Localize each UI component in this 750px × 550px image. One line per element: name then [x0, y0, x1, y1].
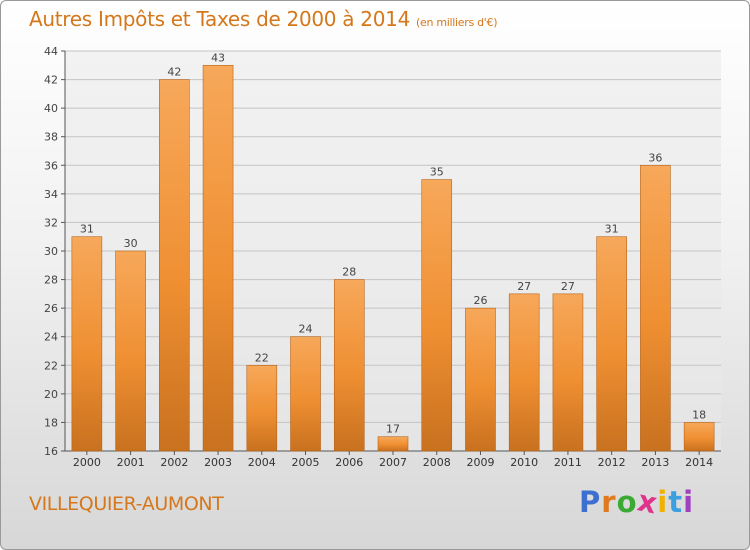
- y-tick-label: 38: [44, 131, 58, 144]
- bar-2006: [333, 279, 365, 452]
- x-tick-label-2001: 2001: [117, 456, 145, 469]
- x-tick-label-2003: 2003: [204, 456, 232, 469]
- logo-letter: P: [579, 485, 602, 519]
- bar-2008: [421, 179, 453, 452]
- data-label-2014: 18: [692, 408, 706, 421]
- data-label-2006: 28: [342, 266, 356, 279]
- y-tick-label: 40: [44, 102, 58, 115]
- y-tick-label: 34: [44, 188, 58, 201]
- commune-name: VILLEQUIER-AUMONT: [29, 493, 224, 515]
- data-label-2005: 24: [299, 323, 313, 336]
- data-label-2003: 43: [211, 51, 225, 64]
- data-label-2008: 35: [430, 166, 444, 179]
- chart-title: Autres Impôts et Taxes de 2000 à 2014 (en…: [29, 7, 497, 31]
- bar-2011: [552, 293, 584, 452]
- bar-2002: [159, 79, 190, 452]
- y-tick-label: 20: [44, 388, 58, 401]
- data-label-2007: 17: [386, 423, 400, 436]
- y-tick-label: 36: [44, 159, 58, 172]
- bar-2014: [683, 422, 715, 452]
- y-tick-label: 24: [44, 331, 58, 344]
- x-tick-label-2000: 2000: [73, 456, 101, 469]
- data-label-2010: 27: [517, 280, 531, 293]
- y-tick-label: 44: [44, 45, 58, 58]
- bar-2000: [71, 236, 103, 452]
- y-tick-label: 22: [44, 359, 58, 372]
- x-tick-label-2012: 2012: [598, 456, 626, 469]
- logo-letter: r: [601, 485, 617, 519]
- chart-unit: (en milliers d'€): [416, 16, 498, 29]
- logo-letter: t: [668, 485, 684, 519]
- x-tick-label-2006: 2006: [335, 456, 363, 469]
- x-tick-label-2004: 2004: [248, 456, 276, 469]
- x-tick-label-2002: 2002: [160, 456, 188, 469]
- data-label-2001: 30: [124, 237, 138, 250]
- logo-letter: i: [657, 485, 669, 519]
- x-tick-label-2007: 2007: [379, 456, 407, 469]
- x-tick-label-2009: 2009: [466, 456, 494, 469]
- x-tick-label-2005: 2005: [292, 456, 320, 469]
- data-label-2000: 31: [80, 223, 94, 236]
- y-tick-label: 30: [44, 245, 58, 258]
- data-label-2012: 31: [605, 223, 619, 236]
- bar-2001: [115, 250, 146, 452]
- bar-2009: [465, 307, 496, 452]
- proxiti-logo: Proxiti: [579, 483, 695, 520]
- bar-2003: [202, 64, 234, 452]
- logo-letter: o: [616, 485, 638, 519]
- data-label-2009: 26: [473, 294, 487, 307]
- bar-2010: [508, 293, 540, 452]
- x-tick-label-2014: 2014: [685, 456, 713, 469]
- y-tick-label: 16: [44, 445, 58, 458]
- y-tick-label: 26: [44, 302, 58, 315]
- y-tick-label: 32: [44, 216, 58, 229]
- data-label-2002: 42: [167, 66, 181, 79]
- bar-2007: [377, 436, 409, 452]
- data-label-2013: 36: [648, 151, 662, 164]
- data-label-2011: 27: [561, 280, 575, 293]
- x-tick-label-2008: 2008: [423, 456, 451, 469]
- x-tick-label-2011: 2011: [554, 456, 582, 469]
- x-tick-label-2013: 2013: [641, 456, 669, 469]
- logo-letter: i: [683, 485, 695, 519]
- bar-2012: [596, 236, 627, 452]
- data-label-2004: 22: [255, 351, 269, 364]
- chart-title-text: Autres Impôts et Taxes de 2000 à 2014: [29, 7, 410, 31]
- bar-2004: [246, 364, 278, 452]
- x-tick-label-2010: 2010: [510, 456, 538, 469]
- y-tick-label: 28: [44, 274, 58, 287]
- y-tick-label: 18: [44, 416, 58, 429]
- y-tick-label: 42: [44, 74, 58, 87]
- bar-2005: [290, 336, 321, 452]
- bar-2013: [640, 164, 671, 452]
